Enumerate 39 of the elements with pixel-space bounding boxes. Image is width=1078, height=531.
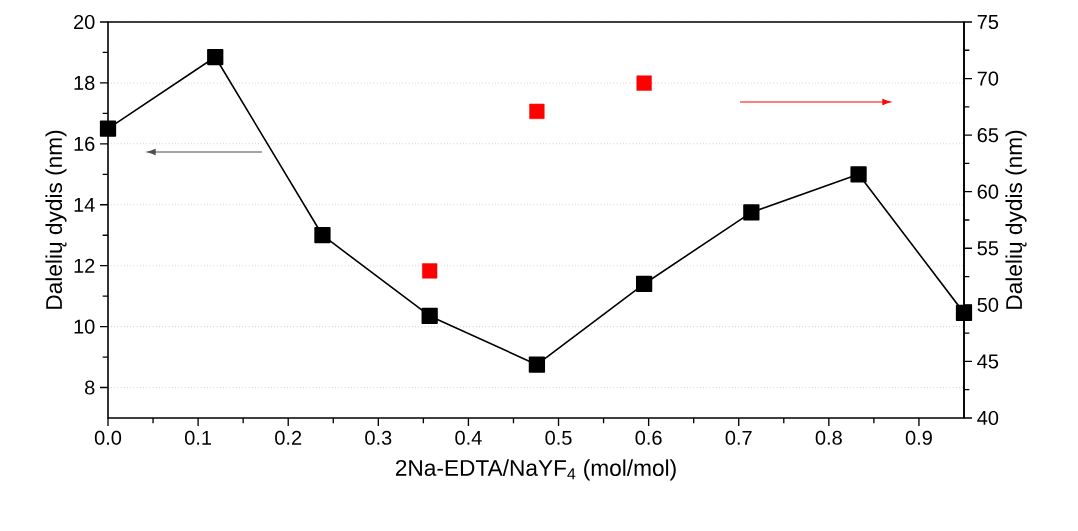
- point: [421, 307, 438, 325]
- x-tick-label: 0.2: [275, 430, 302, 445]
- y2-tick-label: 50: [977, 297, 999, 312]
- point: [635, 275, 653, 293]
- y2-tick-label: 40: [977, 410, 999, 426]
- x-tick-label: 0.0: [94, 430, 122, 445]
- y2-tick-label: 65: [977, 128, 999, 143]
- point: [422, 263, 438, 279]
- point: [99, 120, 117, 137]
- x-tick-label: 0.1: [184, 430, 212, 445]
- point: [529, 103, 545, 119]
- y2-axis-title: Dalelių dydis (nm): [1005, 130, 1027, 309]
- y-tick-label: 8: [85, 380, 95, 395]
- x-axis-title: 2Na-EDTA/NaYF$_{4}$ (mol/mol): [395, 459, 676, 481]
- y2-tick-label: 45: [977, 354, 999, 369]
- x-tick-label: 0.5: [545, 430, 572, 445]
- point: [636, 75, 652, 91]
- y-tick-label: 12: [74, 258, 95, 273]
- y-tick-label: 14: [74, 197, 95, 212]
- y2-tick-label: 70: [977, 71, 999, 86]
- y-tick-label: 16: [74, 136, 95, 151]
- y2-tick-label: 60: [977, 184, 999, 199]
- point: [528, 356, 546, 373]
- x-tick-label: 0.7: [725, 430, 752, 445]
- x-tick-label: 0.8: [815, 430, 842, 445]
- point: [314, 227, 331, 244]
- y-tick-label: 20: [74, 14, 95, 30]
- y-tick-label: 10: [74, 319, 95, 334]
- y-axis-title: Dalelių dydis (nm): [45, 130, 67, 309]
- x-tick-label: 0.4: [455, 430, 482, 445]
- y-tick-label: 18: [74, 75, 95, 90]
- y2-tick-label: 75: [977, 15, 999, 29]
- point: [743, 204, 760, 221]
- x-tick-label: 0.9: [905, 430, 932, 445]
- y2-tick-label: 55: [977, 241, 999, 256]
- x-tick-label: 0.6: [635, 430, 662, 445]
- point: [207, 48, 224, 66]
- point: [850, 166, 867, 183]
- x-tick-label: 0.3: [365, 430, 392, 445]
